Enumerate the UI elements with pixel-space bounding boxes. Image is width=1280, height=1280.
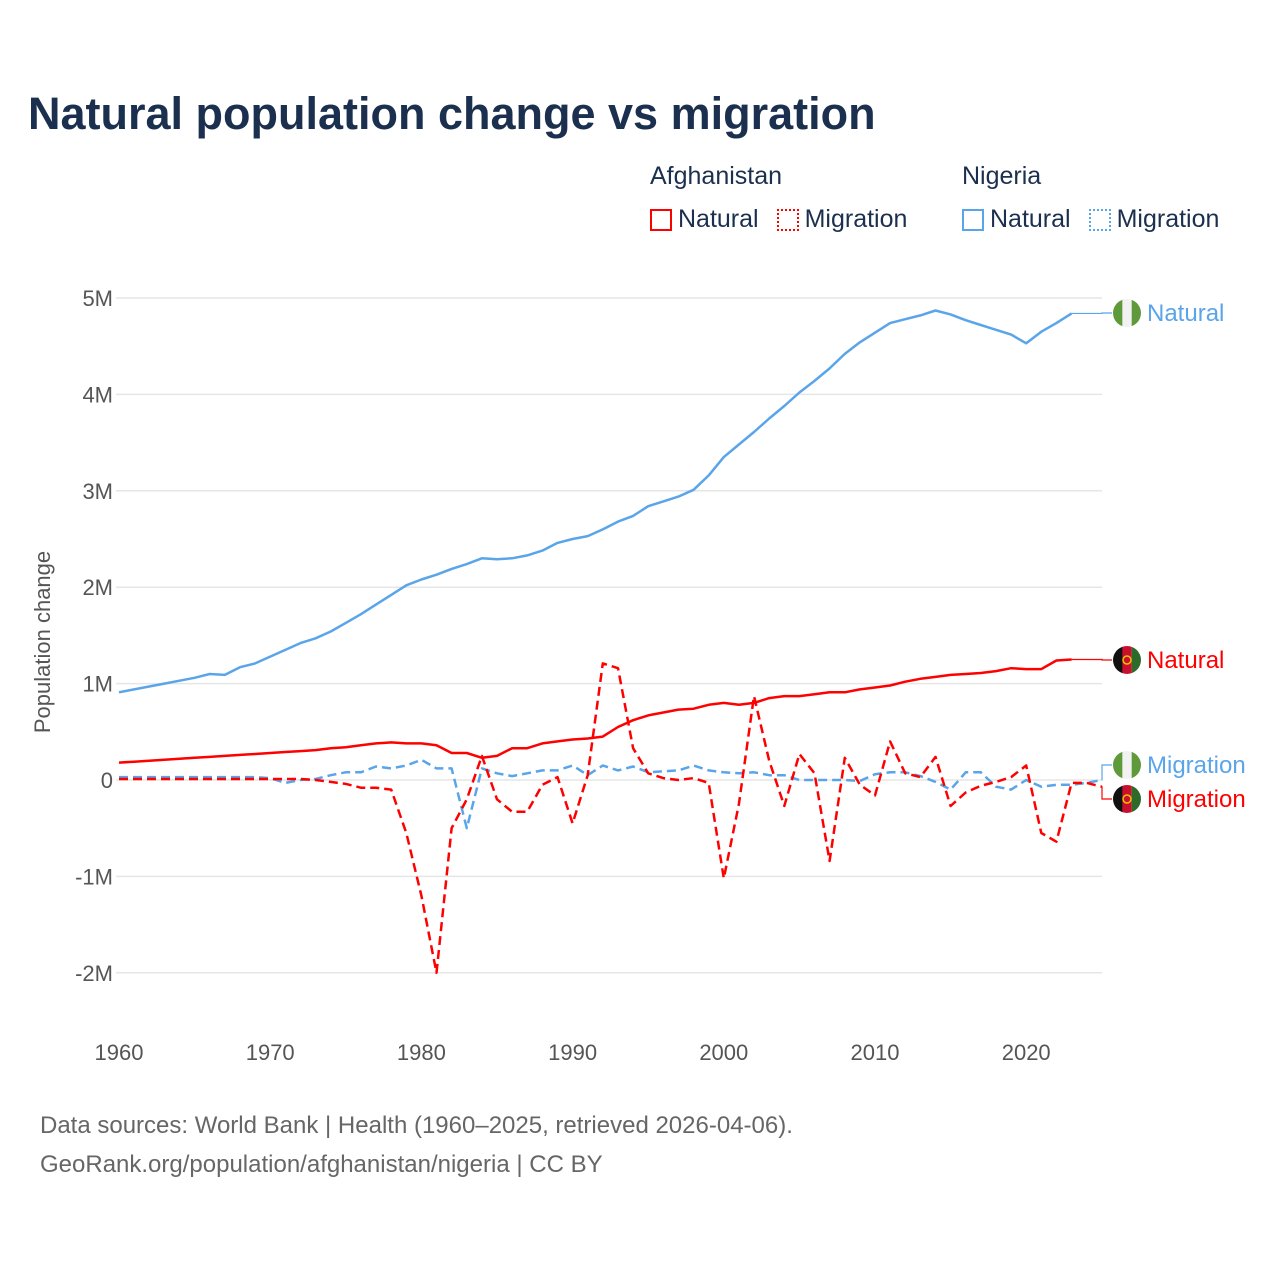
dotted-swatch-icon [1088, 208, 1111, 231]
legend-label: Natural [990, 205, 1071, 233]
solid-swatch-icon [650, 208, 672, 231]
leader-line [1071, 658, 1112, 661]
legend-afghanistan: Afghanistan Natural Migration [650, 162, 907, 234]
x-tick-label: 1970 [246, 1040, 295, 1065]
x-tick-label: 1990 [548, 1040, 597, 1065]
end-label: Migration [1147, 752, 1246, 779]
chart-title: Natural population change vs migration [28, 88, 876, 139]
legend-item-nigeria-migration[interactable]: Migration [1088, 205, 1220, 234]
solid-swatch-icon [962, 208, 984, 231]
x-tick-label: 2010 [851, 1040, 900, 1065]
end-label: Natural [1147, 647, 1224, 674]
y-tick-label: 0 [101, 768, 113, 793]
y-axis-label: Population change [30, 551, 55, 733]
series-line-nigeria-natural [118, 309, 1073, 694]
source-line: Data sources: World Bank | Health (1960–… [40, 1112, 793, 1139]
end-label: Migration [1147, 786, 1246, 813]
y-tick-label: -2M [75, 961, 113, 986]
legend-label: Migration [1116, 205, 1220, 233]
end-label: Natural [1147, 300, 1224, 327]
nigeria-flag-icon [1113, 751, 1141, 779]
legend-group-title: Afghanistan [650, 162, 783, 190]
y-tick-label: 4M [82, 382, 113, 407]
x-tick-label: 1960 [95, 1040, 144, 1065]
nigeria-flag-icon [1113, 299, 1141, 327]
leader-line [1101, 764, 1112, 781]
series-line-afghanistan-natural [118, 658, 1072, 764]
leader-line [1101, 786, 1112, 800]
x-tick-label: 2020 [1002, 1040, 1051, 1065]
y-tick-label: 1M [82, 672, 113, 697]
legend-item-afghanistan-natural[interactable]: Natural [650, 205, 759, 234]
legend-nigeria: Nigeria Natural Migration [962, 162, 1219, 234]
x-tick-label: 1980 [397, 1040, 446, 1065]
series-line-afghanistan-migration [119, 662, 1103, 975]
y-tick-label: 3M [82, 479, 113, 504]
dotted-swatch-icon [776, 208, 799, 231]
afghanistan-flag-icon [1113, 646, 1141, 674]
legend-item-afghanistan-migration[interactable]: Migration [776, 205, 908, 234]
y-tick-label: 2M [82, 575, 113, 600]
source-note: Data sources: World Bank | Health (1960–… [40, 1106, 793, 1184]
source-link[interactable]: GeoRank.org/population/afghanistan/niger… [40, 1151, 603, 1178]
legend-item-nigeria-natural[interactable]: Natural [962, 205, 1071, 234]
legend-group-title: Nigeria [962, 162, 1042, 190]
x-tick-label: 2000 [699, 1040, 748, 1065]
legend-label: Natural [678, 205, 759, 233]
y-tick-label: -1M [75, 864, 113, 889]
y-tick-label: 5M [82, 286, 113, 311]
legend-label: Migration [804, 205, 908, 233]
series-line-nigeria-migration [119, 758, 1103, 830]
afghanistan-flag-icon [1113, 785, 1141, 813]
